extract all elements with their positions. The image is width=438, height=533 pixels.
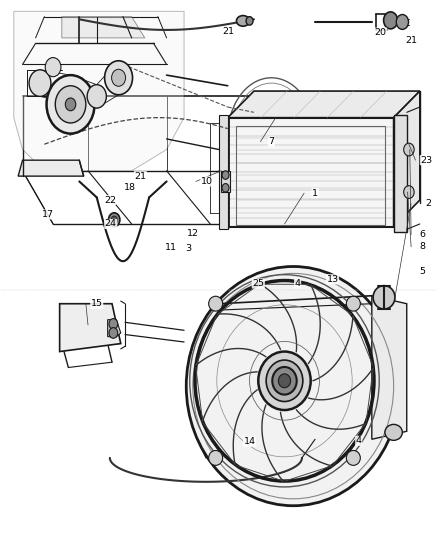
Ellipse shape [385,424,403,440]
Text: 3: 3 [185,245,191,254]
Text: 14: 14 [244,438,255,447]
Text: 20: 20 [374,28,387,37]
Text: 10: 10 [201,177,213,186]
Ellipse shape [258,352,311,410]
Text: 8: 8 [419,243,425,252]
Text: 21: 21 [134,172,146,181]
Ellipse shape [246,17,253,25]
Ellipse shape [373,286,395,309]
Polygon shape [18,160,84,176]
Ellipse shape [109,328,118,338]
Polygon shape [394,115,407,232]
Text: 21: 21 [405,36,417,45]
Ellipse shape [186,266,400,506]
Polygon shape [221,171,230,192]
Text: 15: 15 [91,299,103,308]
Text: 21: 21 [223,27,235,36]
Text: 18: 18 [124,183,135,192]
Ellipse shape [237,15,250,26]
Text: 11: 11 [165,244,177,253]
Ellipse shape [279,374,290,387]
Ellipse shape [46,75,95,134]
Ellipse shape [384,12,398,29]
Ellipse shape [87,85,106,108]
Text: 17: 17 [42,210,54,219]
Text: 1: 1 [312,189,318,198]
Ellipse shape [222,183,229,192]
Text: 22: 22 [104,196,116,205]
Polygon shape [60,304,121,352]
Text: 23: 23 [420,156,432,165]
Text: 25: 25 [252,279,264,288]
Polygon shape [228,91,420,118]
Ellipse shape [396,14,409,29]
Text: 6: 6 [419,230,425,239]
Polygon shape [62,17,145,38]
Ellipse shape [109,213,120,227]
Ellipse shape [222,171,229,179]
Polygon shape [228,118,394,227]
Text: 12: 12 [187,229,199,238]
Polygon shape [394,91,420,227]
Ellipse shape [109,319,118,329]
Text: 24: 24 [105,220,117,229]
Ellipse shape [272,367,297,394]
Polygon shape [372,296,407,439]
Ellipse shape [105,61,133,95]
Ellipse shape [346,450,360,465]
Ellipse shape [404,143,414,156]
Text: 4: 4 [295,279,300,288]
Text: 13: 13 [326,274,339,284]
Text: 7: 7 [268,137,274,146]
Ellipse shape [55,86,86,123]
Ellipse shape [65,98,76,111]
Text: 2: 2 [426,199,431,208]
Ellipse shape [208,296,223,311]
Ellipse shape [29,70,51,96]
Polygon shape [219,115,228,229]
Text: 5: 5 [419,268,425,276]
Ellipse shape [111,216,117,223]
Polygon shape [108,320,121,337]
Ellipse shape [112,69,126,86]
Ellipse shape [346,296,360,311]
Ellipse shape [45,58,61,77]
Text: 4: 4 [356,437,362,446]
Ellipse shape [404,185,414,198]
Ellipse shape [266,360,303,401]
Polygon shape [14,11,184,171]
Ellipse shape [208,450,223,465]
